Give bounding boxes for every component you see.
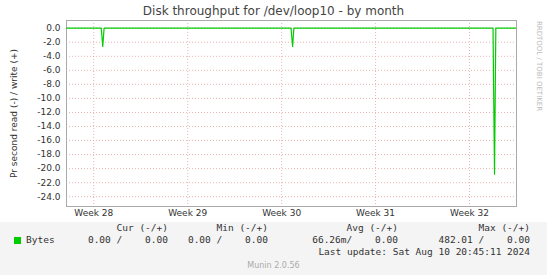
html-text:Min (-/+): Min (-/+) bbox=[216, 222, 268, 233]
svg-text:-10.0: -10.0 bbox=[37, 93, 61, 103]
svg-text:Pr second read (-) / write (+): Pr second read (-) / write (+) bbox=[9, 49, 19, 178]
svg-text:-8.0: -8.0 bbox=[43, 79, 61, 89]
svg-text:-6.0: -6.0 bbox=[43, 65, 61, 75]
svg-text:-4.0: -4.0 bbox=[43, 51, 61, 61]
svg-text:-24.0: -24.0 bbox=[37, 192, 61, 202]
html-text:Max (-/+): Max (-/+) bbox=[478, 222, 530, 233]
html-text:Cur (-/+): Cur (-/+) bbox=[116, 222, 168, 233]
svg-text:0.0: 0.0 bbox=[46, 23, 61, 33]
svg-text:Week 32: Week 32 bbox=[450, 208, 489, 218]
svg-text:-20.0: -20.0 bbox=[37, 163, 61, 173]
svg-text:Week 31: Week 31 bbox=[356, 208, 395, 218]
html-text:Munin 2.0.56: Munin 2.0.56 bbox=[247, 261, 300, 270]
svg-text:-22.0: -22.0 bbox=[37, 178, 61, 188]
svg-text:-2.0: -2.0 bbox=[43, 37, 61, 47]
html-text:482.01 / 0.00: 482.01 / 0.00 bbox=[438, 234, 530, 245]
html-text:Avg (-/+): Avg (-/+) bbox=[346, 222, 398, 233]
svg-text:Week 30: Week 30 bbox=[262, 208, 301, 218]
html-text:Disk throughput for /dev/loop1: Disk throughput for /dev/loop10 - by mon… bbox=[142, 4, 405, 18]
html-text:0.00 / 0.00: 0.00 / 0.00 bbox=[87, 234, 168, 245]
svg-text:Week 29: Week 29 bbox=[168, 208, 207, 218]
html-text:RRDTOOL / TOBI OETIKER: RRDTOOL / TOBI OETIKER bbox=[535, 20, 543, 112]
html-text:0.00 / 0.00: 0.00 / 0.00 bbox=[187, 234, 268, 245]
html-text:66.26m/ 0.00: 66.26m/ 0.00 bbox=[312, 234, 398, 245]
svg-text:-14.0: -14.0 bbox=[37, 121, 61, 131]
html-text:Bytes: Bytes bbox=[26, 234, 55, 245]
svg-text:-18.0: -18.0 bbox=[37, 149, 61, 159]
svg-text:-16.0: -16.0 bbox=[37, 135, 61, 145]
html-text:Last update: Sat Aug 10 20:45:: Last update: Sat Aug 10 20:45:11 2024 bbox=[318, 246, 530, 257]
svg-text:Week 28: Week 28 bbox=[74, 208, 113, 218]
svg-text:-12.0: -12.0 bbox=[37, 107, 61, 117]
